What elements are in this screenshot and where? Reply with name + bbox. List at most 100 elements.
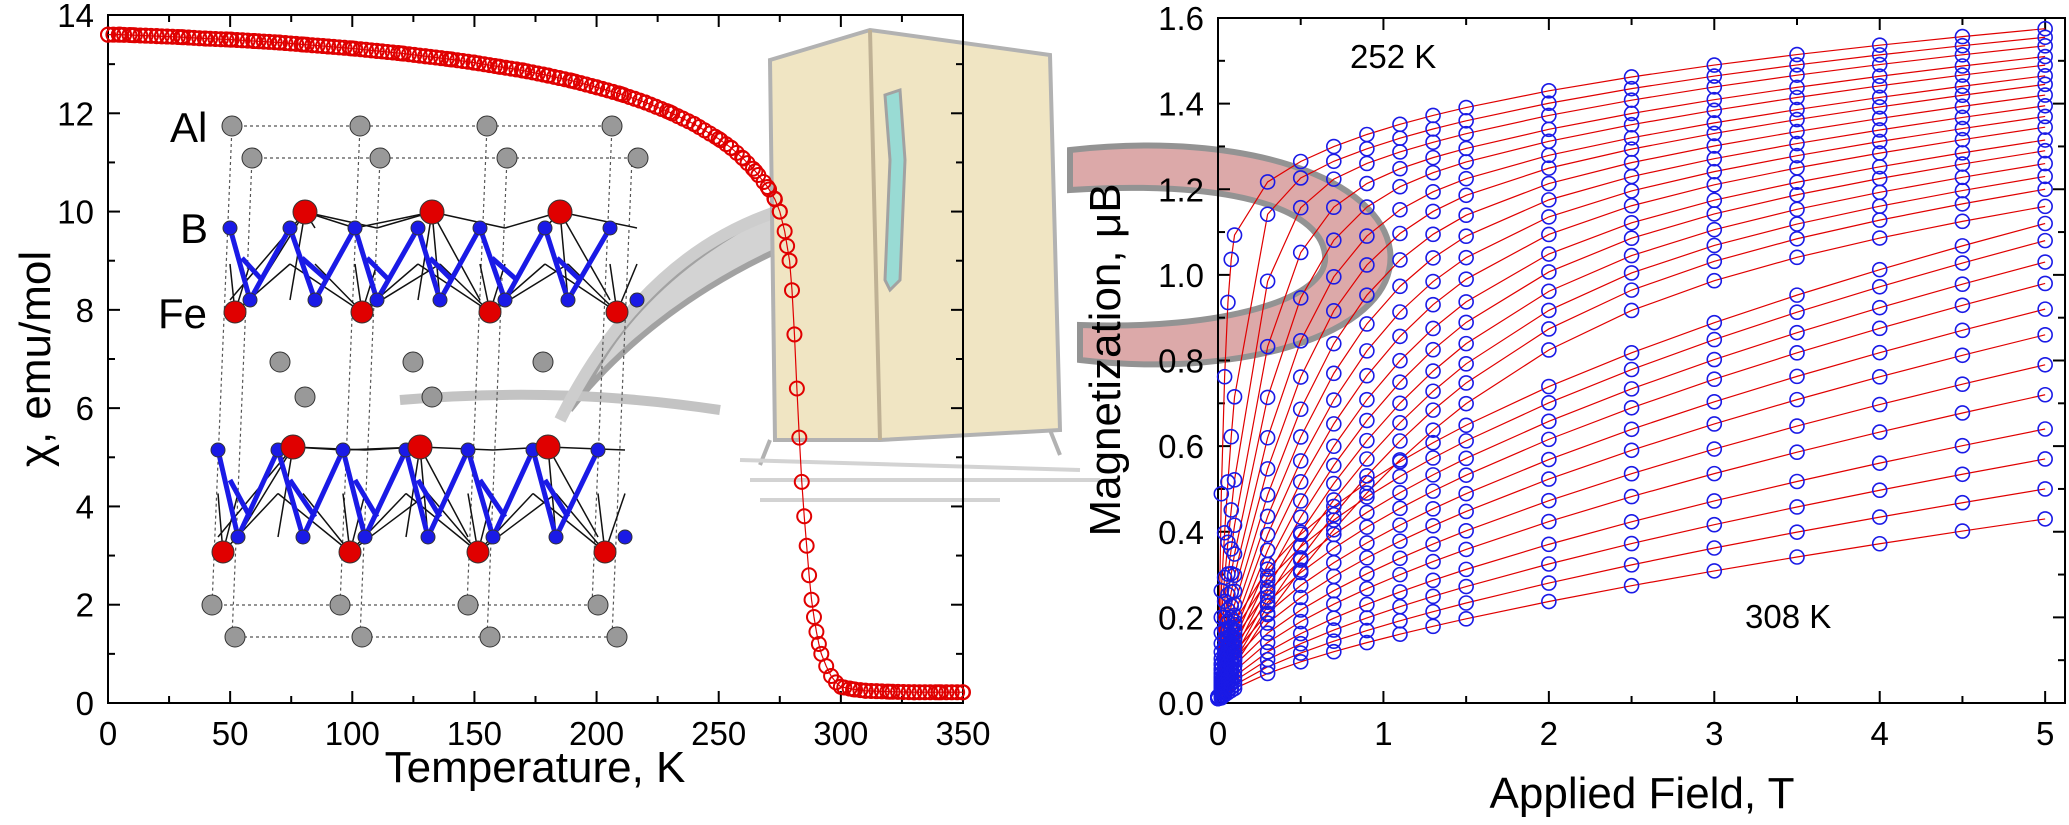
isotherm-point — [1326, 416, 1342, 432]
isotherm-point — [1458, 578, 1474, 595]
boron-atom — [472, 220, 488, 236]
boron-atom — [497, 292, 513, 308]
right-x-tick-label: 0 — [1209, 715, 1227, 752]
b-b-bond — [352, 478, 380, 519]
isotherm-point — [1292, 453, 1309, 469]
isotherm-point — [1392, 626, 1408, 642]
isotherm-point — [1623, 69, 1640, 85]
boron-atom — [210, 442, 226, 458]
isotherm-point — [1425, 588, 1441, 605]
isotherm-point — [1292, 429, 1309, 445]
chi-data-point — [508, 61, 525, 78]
fe-b-bond — [289, 263, 363, 313]
iron-atom — [292, 199, 318, 225]
isotherm-point — [1425, 467, 1441, 483]
isotherm-point — [1541, 593, 1557, 610]
b-b-bond — [465, 449, 496, 538]
annotation-252k: 252 K — [1350, 38, 1436, 75]
boron-atom — [347, 220, 363, 236]
fe-b-bond — [419, 446, 469, 538]
aluminum-atom — [601, 115, 623, 137]
isotherm-point — [1326, 521, 1342, 538]
isotherm-point — [1425, 483, 1441, 499]
b-b-bond — [227, 227, 253, 301]
isotherm-point — [1954, 347, 1971, 364]
left-x-tick-label: 0 — [99, 715, 117, 752]
isotherm-point — [2037, 108, 2053, 125]
magnet-fridge-illustration — [399, 27, 1394, 502]
isotherm-point — [1623, 130, 1640, 146]
chi-data-point — [481, 57, 498, 74]
isotherm-point — [2037, 87, 2053, 103]
isotherm-point — [1541, 556, 1557, 572]
isotherm-point — [1541, 264, 1557, 280]
atom-label-fe: Fe — [158, 290, 207, 337]
chi-data-point — [417, 48, 434, 65]
isotherm-point — [1789, 46, 1805, 63]
right-y-tick-label: 1.2 — [1158, 171, 1204, 208]
chi-data-point — [379, 43, 396, 60]
isotherm-point — [1292, 526, 1309, 543]
isotherm-point — [1954, 238, 1971, 254]
isotherm-point — [1623, 105, 1640, 122]
left-y-tick-label: 8 — [76, 292, 94, 329]
boron-atom — [537, 220, 553, 236]
chi-data-point — [723, 140, 740, 157]
isotherm-point — [1789, 101, 1805, 118]
isotherm-point — [1706, 237, 1723, 254]
left-y-tick-label: 10 — [57, 194, 94, 231]
right-x-tick-label: 3 — [1705, 715, 1723, 752]
isotherm-point — [1392, 160, 1408, 177]
isotherm-point — [1292, 244, 1309, 261]
isotherm-point — [1292, 589, 1309, 606]
isotherm-point — [1425, 383, 1441, 400]
isotherm-point — [1789, 524, 1805, 540]
isotherm-point — [1226, 389, 1243, 405]
boron-atom — [590, 442, 606, 458]
chi-data-point — [470, 55, 487, 72]
isotherm-point — [1706, 351, 1723, 368]
iron-atom — [407, 434, 433, 460]
isotherm-point — [1425, 341, 1441, 358]
iron-atom — [605, 300, 629, 324]
isotherm-point — [1292, 552, 1309, 568]
iron-atom — [350, 300, 374, 324]
boron-atom — [602, 220, 618, 236]
isotherm-point — [1458, 523, 1474, 539]
isotherm-point — [1623, 399, 1640, 416]
left-y-tick-label: 6 — [76, 390, 94, 427]
isotherm-point — [1789, 418, 1805, 434]
isotherm-point — [1789, 147, 1805, 164]
isotherm-point — [1259, 561, 1276, 577]
isotherm-point — [1292, 369, 1309, 385]
boron-atom — [485, 529, 501, 545]
cell-edge — [486, 157, 508, 638]
isotherm-point — [1458, 467, 1474, 483]
isotherm-point — [1220, 294, 1236, 311]
iron-atom — [280, 434, 306, 460]
magnet-shadow-icon — [554, 199, 802, 423]
cell-edge — [466, 125, 488, 606]
chi-data-point — [497, 59, 514, 76]
isotherm-point — [1706, 331, 1723, 348]
isotherm-point — [1706, 68, 1723, 84]
isotherm-point — [1789, 230, 1805, 247]
isotherm-point — [1259, 605, 1276, 621]
right-y-axis-title: Magnetization, μB — [1081, 183, 1130, 536]
isotherm-point — [1706, 493, 1723, 509]
boron-atom — [295, 529, 311, 545]
isotherm-line — [1217, 518, 2046, 700]
isotherm-point — [1359, 565, 1375, 582]
isotherm-point — [2037, 181, 2053, 198]
b-b-bond — [403, 449, 431, 538]
isotherm-point — [1954, 523, 1971, 539]
isotherm-point — [1359, 451, 1375, 467]
iron-atom — [211, 540, 235, 564]
isotherm-point — [1326, 392, 1342, 408]
isotherm-point — [1259, 174, 1276, 190]
boron-atom — [307, 292, 323, 308]
chi-data-point — [352, 41, 369, 58]
right-y-tick-label: 0.6 — [1158, 428, 1204, 465]
chi-data-point — [449, 52, 466, 69]
isotherm-point — [1871, 299, 1888, 316]
